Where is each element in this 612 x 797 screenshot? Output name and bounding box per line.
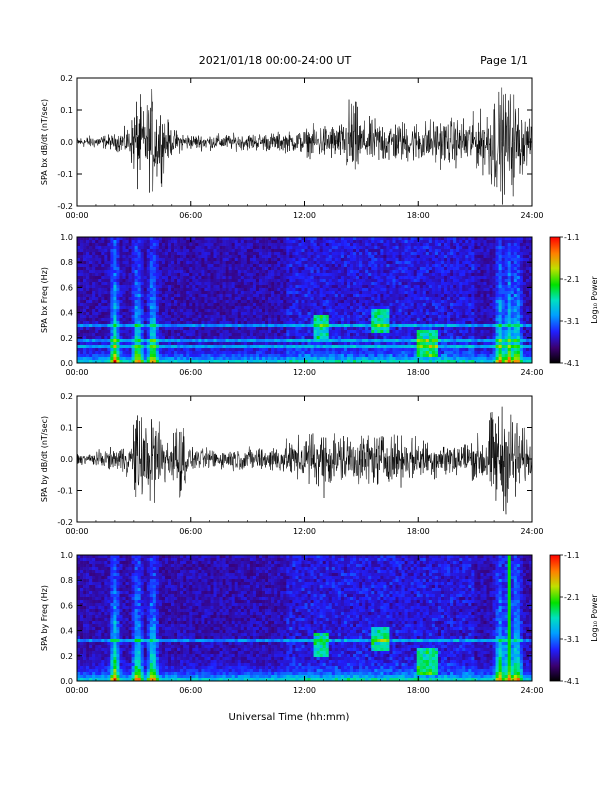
by-timeseries-x-tick-label: 18:00 — [407, 527, 430, 536]
bx-spectrogram-x-tick-label: 24:00 — [520, 368, 543, 377]
by-spectrogram-panel: 1.0 0.8 0.6 0.4 0.2 0.0 SPA by Freq (Hz) 00:00 0… — [40, 551, 599, 695]
bx-timeseries-y-tick-label: -0.2 — [57, 202, 73, 211]
bx-spectrogram-y-tick-label: 0.0 — [60, 359, 73, 368]
by-timeseries-y-tick-label: -0.1 — [57, 487, 73, 496]
by-timeseries-y-tick-label: 0.1 — [60, 424, 73, 433]
bx-timeseries-x-tick-label: 12:00 — [293, 211, 316, 220]
bx-timeseries-y-tick-label: -0.1 — [57, 170, 73, 179]
by-spectrogram-colorbar-tick-label: -4.1 — [564, 677, 580, 686]
bx-timeseries-panel: 0.2 0.1 0.0 -0.1 -0.2 SPA bx dB/dt (nT/sec) 00… — [40, 74, 544, 220]
bx-spectrogram-y-tick-label: 0.4 — [60, 309, 73, 318]
by-spectrogram-colorbar-tick-label: -2.1 — [564, 593, 580, 602]
by-spectrogram-y-tick-label: 1.0 — [60, 551, 73, 560]
by-timeseries-y-axis-label: SPA by dB/dt (nT/sec) — [40, 416, 49, 502]
by-timeseries-x-tick-label: 06:00 — [179, 527, 202, 536]
bx-spectrogram-colorbar-tick-label: -4.1 — [564, 359, 580, 368]
by-spectrogram-y-axis-label: SPA by Freq (Hz) — [40, 585, 49, 651]
bx-spectrogram-colorbar-label: Log₁₀ Power — [590, 276, 599, 324]
by-spectrogram-colorbar-tick-label: -1.1 — [564, 551, 580, 560]
x-axis-label: Universal Time (hh:mm) — [229, 712, 350, 723]
bx-timeseries-y-tick-label: 0.0 — [60, 138, 73, 147]
by-spectrogram-colorbar — [550, 555, 560, 681]
bx-timeseries-y-tick-label: 0.2 — [60, 74, 73, 83]
by-spectrogram-colorbar-tick-label: -3.1 — [564, 635, 580, 644]
by-spectrogram-y-tick-label: 0.2 — [60, 652, 73, 661]
by-spectrogram-x-tick-label: 12:00 — [293, 686, 316, 695]
bx-timeseries-y-tick-label: 0.1 — [60, 106, 73, 115]
bx-spectrogram-colorbar-tick-label: -3.1 — [564, 317, 580, 326]
bx-timeseries-trace — [77, 88, 532, 205]
by-spectrogram-y-tick-label: 0.8 — [60, 576, 73, 585]
by-timeseries-panel: 0.2 0.1 0.0 -0.1 -0.2 SPA by dB/dt (nT/sec) 00… — [40, 392, 544, 536]
bx-spectrogram-x-tick-label: 00:00 — [65, 368, 88, 377]
by-spectrogram-x-tick-label: 18:00 — [407, 686, 430, 695]
bx-timeseries-x-tick-label: 24:00 — [520, 211, 543, 220]
by-spectrogram-colorbar-label: Log₁₀ Power — [590, 594, 599, 642]
bx-timeseries-x-tick-label: 00:00 — [65, 211, 88, 220]
bx-spectrogram-y-tick-label: 1.0 — [60, 233, 73, 242]
by-spectrogram-y-tick-label: 0.0 — [60, 677, 73, 686]
by-spectrogram-x-tick-label: 06:00 — [179, 686, 202, 695]
bx-timeseries-x-tick-label: 06:00 — [179, 211, 202, 220]
by-timeseries-y-tick-label: 0.0 — [60, 455, 73, 464]
bx-timeseries-x-tick-label: 18:00 — [407, 211, 430, 220]
bx-spectrogram-colorbar — [550, 237, 560, 363]
bx-spectrogram-x-tick-label: 12:00 — [293, 368, 316, 377]
by-spectrogram-pixels — [77, 555, 532, 681]
by-timeseries-x-tick-label: 24:00 — [520, 527, 543, 536]
by-timeseries-x-tick-label: 12:00 — [293, 527, 316, 536]
by-spectrogram-y-tick-label: 0.4 — [60, 627, 73, 636]
date-range-title: 2021/01/18 00:00-24:00 UT — [199, 54, 352, 67]
by-timeseries-y-tick-label: 0.2 — [60, 392, 73, 401]
bx-timeseries-y-axis-label: SPA bx dB/dt (nT/sec) — [40, 99, 49, 185]
bx-spectrogram-colorbar-tick-label: -2.1 — [564, 275, 580, 284]
bx-spectrogram-colorbar-tick-label: -1.1 — [564, 233, 580, 242]
bx-spectrogram-y-axis-label: SPA bx Freq (Hz) — [40, 267, 49, 333]
page-number: Page 1/1 — [480, 54, 528, 67]
by-spectrogram-x-tick-label: 00:00 — [65, 686, 88, 695]
by-timeseries-y-tick-label: -0.2 — [57, 518, 73, 527]
bx-spectrogram-x-tick-label: 18:00 — [407, 368, 430, 377]
by-spectrogram-y-tick-label: 0.6 — [60, 601, 73, 610]
bx-spectrogram-y-tick-label: 0.8 — [60, 258, 73, 267]
by-timeseries-x-tick-label: 00:00 — [65, 527, 88, 536]
bx-spectrogram-x-tick-label: 06:00 — [179, 368, 202, 377]
bx-spectrogram-y-tick-label: 0.2 — [60, 334, 73, 343]
bx-spectrogram-panel: 1.0 0.8 0.6 0.4 0.2 0.0 SPA bx Freq (Hz) 00:00 0… — [40, 233, 599, 377]
bx-spectrogram-pixels — [77, 237, 532, 363]
bx-spectrogram-y-tick-label: 0.6 — [60, 283, 73, 292]
by-timeseries-trace — [77, 407, 532, 515]
by-spectrogram-x-tick-label: 24:00 — [520, 686, 543, 695]
